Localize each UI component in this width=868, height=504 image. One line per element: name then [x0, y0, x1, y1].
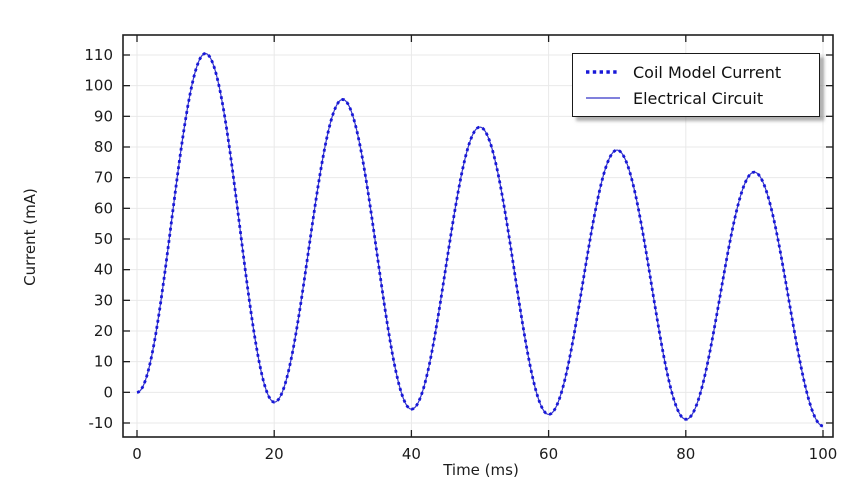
y-tick-label: 0 — [103, 383, 113, 401]
y-tick-labels: -10 0 10 20 30 40 50 60 70 80 90 100 110 — [84, 46, 113, 432]
y-tick-label: 50 — [94, 230, 113, 248]
axis-ticks — [123, 35, 833, 437]
x-tick-label: 60 — [539, 445, 558, 463]
legend: Coil Model Current Electrical Circuit — [572, 53, 820, 117]
legend-label: Electrical Circuit — [633, 88, 764, 108]
grid-lines — [124, 36, 832, 436]
x-tick-label: 20 — [265, 445, 284, 463]
x-tick-label: 40 — [402, 445, 421, 463]
x-axis-label: Time (ms) — [443, 461, 519, 479]
x-tick-label: 0 — [132, 445, 142, 463]
y-tick-label: 100 — [84, 77, 113, 95]
y-tick-label: 90 — [94, 107, 113, 125]
dotted-line-icon — [586, 70, 620, 74]
legend-entry-coil-model: Coil Model Current — [585, 61, 809, 83]
y-tick-label: -10 — [89, 414, 114, 432]
legend-label: Coil Model Current — [633, 62, 782, 82]
plot-frame — [122, 34, 834, 438]
solid-line-icon — [586, 97, 620, 99]
x-tick-labels: 0 20 40 60 80 100 — [132, 445, 837, 463]
y-tick-label: 20 — [94, 322, 113, 340]
y-axis-label: Current (mA) — [21, 188, 39, 286]
y-tick-label: 40 — [94, 261, 113, 279]
y-tick-label: 60 — [94, 199, 113, 217]
x-tick-label: 100 — [809, 445, 838, 463]
y-tick-label: 110 — [84, 46, 113, 64]
legend-entry-electrical-circuit: Electrical Circuit — [585, 87, 809, 109]
series-coil-model-current — [136, 52, 824, 428]
x-tick-label: 80 — [676, 445, 695, 463]
y-tick-label: 80 — [94, 138, 113, 156]
y-tick-label: 30 — [94, 291, 113, 309]
y-tick-label: 10 — [94, 353, 113, 371]
y-tick-label: 70 — [94, 169, 113, 187]
